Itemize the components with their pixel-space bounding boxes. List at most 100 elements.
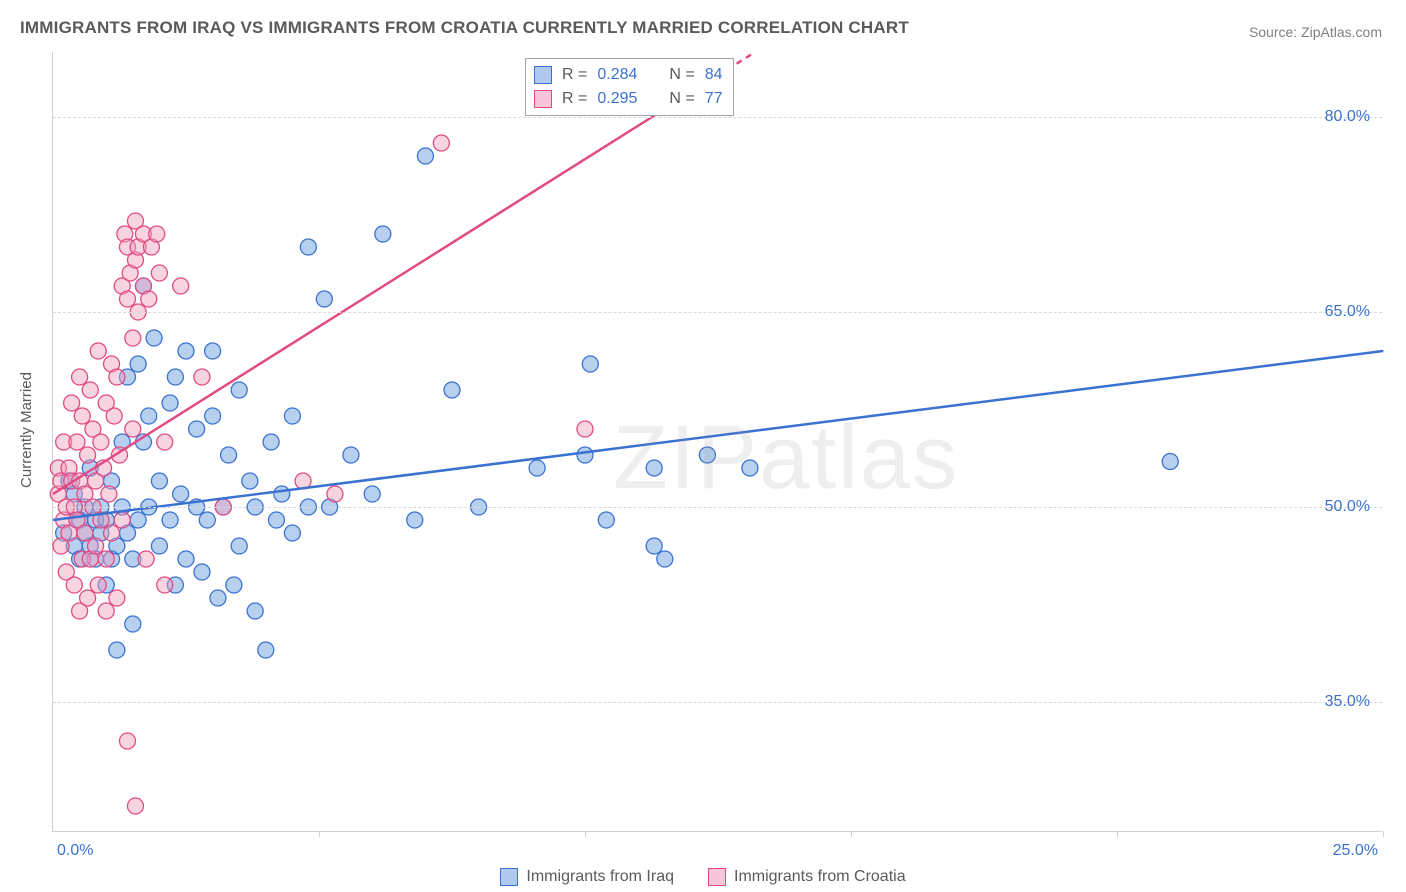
scatter-point bbox=[146, 330, 162, 346]
stat-r-value: 0.284 bbox=[597, 63, 637, 87]
scatter-point bbox=[82, 382, 98, 398]
source-label: Source: ZipAtlas.com bbox=[1249, 24, 1382, 40]
scatter-point bbox=[263, 434, 279, 450]
scatter-point bbox=[90, 577, 106, 593]
scatter-point bbox=[98, 551, 114, 567]
scatter-point bbox=[221, 447, 237, 463]
scatter-point bbox=[274, 486, 290, 502]
xtick-label-left: 0.0% bbox=[57, 842, 93, 860]
scatter-point bbox=[646, 460, 662, 476]
stat-n-value: 77 bbox=[705, 87, 723, 111]
scatter-point bbox=[127, 798, 143, 814]
scatter-point bbox=[657, 551, 673, 567]
scatter-point bbox=[173, 486, 189, 502]
legend-swatch bbox=[534, 90, 552, 108]
scatter-point bbox=[242, 473, 258, 489]
stat-r-value: 0.295 bbox=[597, 87, 637, 111]
xtick-label-right: 25.0% bbox=[1333, 842, 1378, 860]
legend-label: Immigrants from Croatia bbox=[734, 868, 906, 886]
bottom-legend-item: Immigrants from Iraq bbox=[500, 868, 674, 886]
scatter-point bbox=[742, 460, 758, 476]
scatter-point bbox=[162, 512, 178, 528]
xtick-mark bbox=[585, 831, 586, 837]
scatter-point bbox=[151, 538, 167, 554]
stats-legend-box: R = 0.284N = 84R = 0.295 N = 77 bbox=[525, 58, 734, 116]
trend-line bbox=[53, 351, 1383, 520]
scatter-point bbox=[106, 408, 122, 424]
scatter-point bbox=[364, 486, 380, 502]
stat-r-label: R = bbox=[562, 87, 587, 111]
scatter-point bbox=[80, 447, 96, 463]
scatter-point bbox=[151, 265, 167, 281]
scatter-point bbox=[90, 343, 106, 359]
ytick-label: 50.0% bbox=[1325, 498, 1370, 516]
scatter-point bbox=[577, 447, 593, 463]
scatter-point bbox=[88, 538, 104, 554]
scatter-point bbox=[151, 473, 167, 489]
stats-legend-row: R = 0.295 N = 77 bbox=[534, 87, 723, 111]
scatter-point bbox=[433, 135, 449, 151]
stats-legend-row: R = 0.284N = 84 bbox=[534, 63, 723, 87]
scatter-point bbox=[64, 395, 80, 411]
scatter-point bbox=[231, 538, 247, 554]
scatter-point bbox=[258, 642, 274, 658]
scatter-point bbox=[138, 551, 154, 567]
scatter-point bbox=[93, 434, 109, 450]
scatter-point bbox=[72, 369, 88, 385]
scatter-point bbox=[77, 525, 93, 541]
stat-n-label: N = bbox=[669, 87, 694, 111]
stat-n-value: 84 bbox=[705, 63, 723, 87]
scatter-point bbox=[268, 512, 284, 528]
legend-swatch bbox=[500, 868, 518, 886]
scatter-point bbox=[130, 512, 146, 528]
legend-label: Immigrants from Iraq bbox=[526, 868, 674, 886]
scatter-point bbox=[300, 239, 316, 255]
scatter-point bbox=[80, 590, 96, 606]
scatter-point bbox=[130, 356, 146, 372]
scatter-point bbox=[101, 486, 117, 502]
scatter-point bbox=[162, 395, 178, 411]
xtick-mark bbox=[851, 831, 852, 837]
scatter-point bbox=[407, 512, 423, 528]
scatter-point bbox=[205, 408, 221, 424]
scatter-point bbox=[205, 343, 221, 359]
scatter-point bbox=[327, 486, 343, 502]
scatter-point bbox=[284, 408, 300, 424]
bottom-legend-item: Immigrants from Croatia bbox=[708, 868, 906, 886]
xtick-mark bbox=[1383, 831, 1384, 837]
scatter-point bbox=[74, 408, 90, 424]
scatter-point bbox=[104, 525, 120, 541]
scatter-point bbox=[109, 642, 125, 658]
xtick-mark bbox=[1117, 831, 1118, 837]
scatter-point bbox=[699, 447, 715, 463]
scatter-point bbox=[119, 733, 135, 749]
scatter-point bbox=[529, 460, 545, 476]
grid-line bbox=[53, 117, 1382, 118]
ytick-label: 65.0% bbox=[1325, 303, 1370, 321]
bottom-legend: Immigrants from Iraq Immigrants from Croa… bbox=[0, 868, 1406, 886]
scatter-point bbox=[69, 434, 85, 450]
scatter-point bbox=[231, 382, 247, 398]
scatter-point bbox=[125, 330, 141, 346]
scatter-point bbox=[157, 434, 173, 450]
stat-r-label: R = bbox=[562, 63, 587, 87]
grid-line bbox=[53, 312, 1382, 313]
scatter-point bbox=[284, 525, 300, 541]
grid-line bbox=[53, 702, 1382, 703]
scatter-point bbox=[119, 291, 135, 307]
scatter-point bbox=[109, 590, 125, 606]
scatter-point bbox=[444, 382, 460, 398]
scatter-point bbox=[582, 356, 598, 372]
chart-title: IMMIGRANTS FROM IRAQ VS IMMIGRANTS FROM … bbox=[20, 18, 909, 38]
ytick-label: 35.0% bbox=[1325, 693, 1370, 711]
scatter-point bbox=[343, 447, 359, 463]
scatter-point bbox=[226, 577, 242, 593]
scatter-point bbox=[194, 564, 210, 580]
scatter-point bbox=[125, 616, 141, 632]
ytick-label: 80.0% bbox=[1325, 108, 1370, 126]
scatter-point bbox=[210, 590, 226, 606]
scatter-plot-svg bbox=[53, 52, 1383, 832]
scatter-point bbox=[194, 369, 210, 385]
chart-plot-area: ZIPatlas R = 0.284N = 84R = 0.295N = 77 … bbox=[52, 52, 1382, 832]
scatter-point bbox=[109, 369, 125, 385]
